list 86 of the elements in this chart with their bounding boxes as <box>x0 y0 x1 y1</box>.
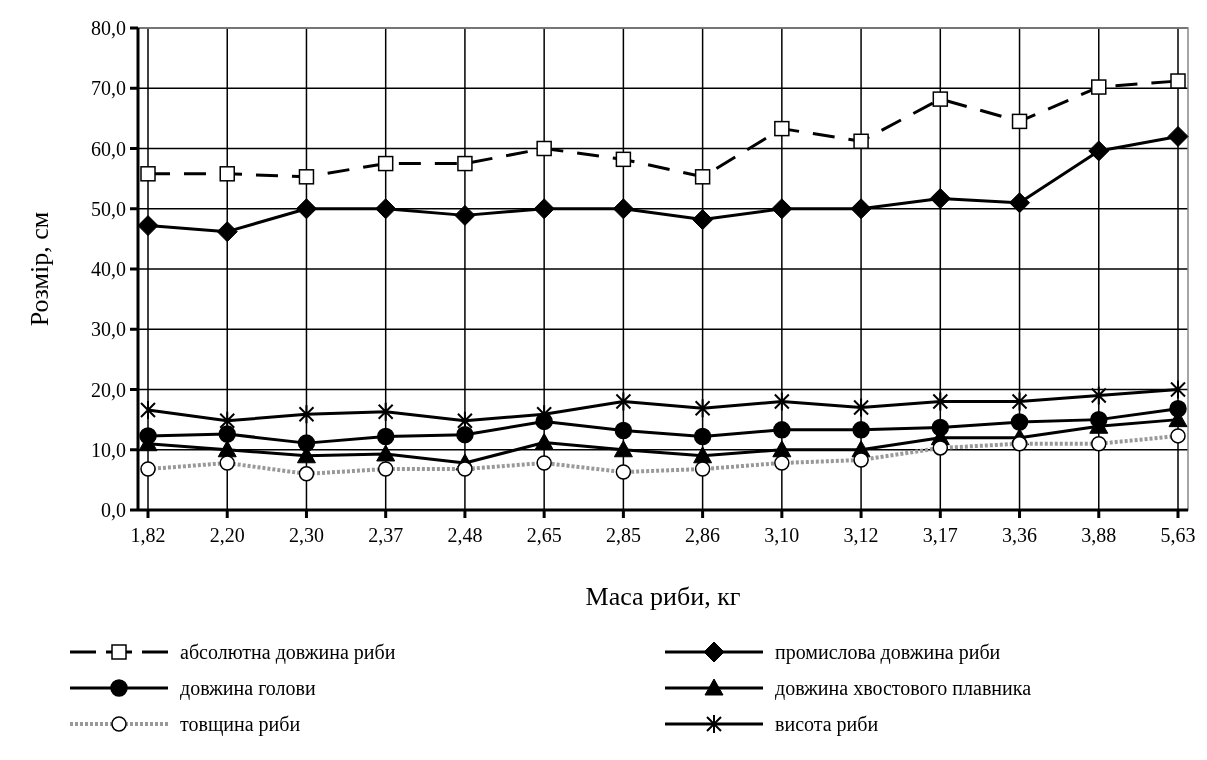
y-tick-label: 10,0 <box>91 438 126 461</box>
point <box>219 166 235 182</box>
y-tick-label: 60,0 <box>91 137 126 160</box>
x-tick-label: 2,48 <box>447 524 483 546</box>
y-tick-label: 20,0 <box>91 378 126 401</box>
point <box>140 166 156 182</box>
point <box>773 391 790 412</box>
point <box>615 151 632 168</box>
x-tick-label: 2,20 <box>209 524 245 546</box>
point <box>772 440 792 458</box>
legend-label: промислова довжина риби <box>775 641 1001 664</box>
point <box>140 399 156 420</box>
legend-label: довжина голови <box>180 677 317 700</box>
point <box>1167 125 1189 147</box>
x-tick-label: 2,65 <box>526 524 562 546</box>
y-axis-title: Розмір, см <box>25 211 54 327</box>
x-tick-label: 3,17 <box>922 524 958 546</box>
point <box>298 169 315 185</box>
point <box>774 120 790 137</box>
point <box>1088 140 1110 162</box>
point <box>376 444 396 462</box>
point <box>216 221 238 243</box>
point <box>1090 385 1107 406</box>
point <box>298 404 315 425</box>
point <box>534 433 554 451</box>
legend-label: довжина хвостового плавника <box>775 677 1032 700</box>
x-axis-title: Маса риби, кг <box>585 582 741 611</box>
point <box>218 425 236 443</box>
point <box>692 209 714 231</box>
point <box>456 425 474 444</box>
point <box>932 91 949 107</box>
point <box>614 421 633 440</box>
x-tick-label: 2,85 <box>605 524 641 546</box>
x-tick-label: 2,37 <box>368 524 404 546</box>
point <box>932 391 949 412</box>
point <box>771 198 793 220</box>
point <box>693 427 712 446</box>
point <box>137 215 159 237</box>
point <box>694 169 711 185</box>
y-tick-label: 30,0 <box>91 318 126 341</box>
x-tick-label: 1,82 <box>130 524 166 546</box>
point <box>1011 113 1028 130</box>
point <box>850 198 872 220</box>
point <box>694 398 711 419</box>
x-tick-label: 3,36 <box>1002 524 1038 546</box>
point <box>929 188 951 210</box>
point <box>295 198 317 220</box>
point <box>457 155 473 172</box>
point <box>1091 79 1107 95</box>
point <box>1010 413 1029 431</box>
x-tick-label: 3,10 <box>764 524 800 546</box>
y-tick-label: 40,0 <box>91 258 126 280</box>
point <box>377 155 394 172</box>
point <box>613 440 633 458</box>
point <box>376 427 395 446</box>
point <box>217 440 237 458</box>
point <box>1170 379 1186 400</box>
y-tick-label: 80,0 <box>91 17 126 39</box>
legend-label: абсолютна довжина риби <box>180 641 396 664</box>
point <box>1011 391 1028 412</box>
y-tick-label: 0,0 <box>101 499 126 521</box>
point <box>297 434 316 452</box>
point <box>454 204 476 226</box>
point <box>853 397 870 418</box>
point <box>693 446 713 464</box>
point <box>536 140 552 157</box>
point <box>375 198 397 220</box>
point <box>1009 192 1031 214</box>
legend-label: товщина риби <box>180 713 301 736</box>
x-tick-label: 2,30 <box>288 524 324 546</box>
point <box>219 410 236 431</box>
point <box>377 401 394 422</box>
legend-label: висота риби <box>775 713 879 736</box>
point <box>615 391 632 412</box>
x-tick-label: 2,86 <box>685 524 721 546</box>
y-tick-label: 50,0 <box>91 197 126 220</box>
x-tick-label: 3,12 <box>843 524 879 546</box>
point <box>852 421 870 439</box>
x-tick-label: 3,88 <box>1081 524 1117 546</box>
point <box>456 410 473 431</box>
point <box>853 133 869 150</box>
point <box>773 421 791 439</box>
x-tick-label: 5,63 <box>1160 524 1196 546</box>
point <box>533 198 555 220</box>
point <box>612 198 634 220</box>
y-tick-label: 70,0 <box>91 77 126 100</box>
